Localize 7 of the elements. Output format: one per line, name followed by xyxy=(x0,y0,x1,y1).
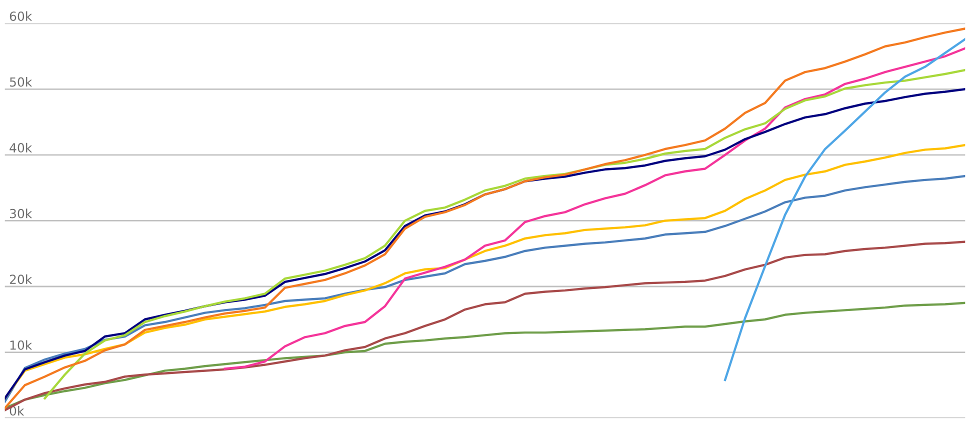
y-tick-label: 30k xyxy=(10,208,32,218)
y-tick-label: 60k xyxy=(10,11,32,21)
y-tick-label: 0k xyxy=(10,406,24,416)
y-tick-label: 20k xyxy=(10,274,32,284)
y-tick-label: 50k xyxy=(10,77,32,87)
y-tick-label: 40k xyxy=(10,142,32,153)
y-tick-label: 10k xyxy=(10,340,32,350)
